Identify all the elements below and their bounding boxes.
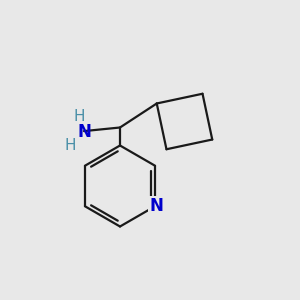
Text: H: H	[74, 110, 85, 124]
Text: N: N	[150, 197, 164, 215]
Text: H: H	[65, 138, 76, 153]
Text: N: N	[77, 123, 91, 141]
